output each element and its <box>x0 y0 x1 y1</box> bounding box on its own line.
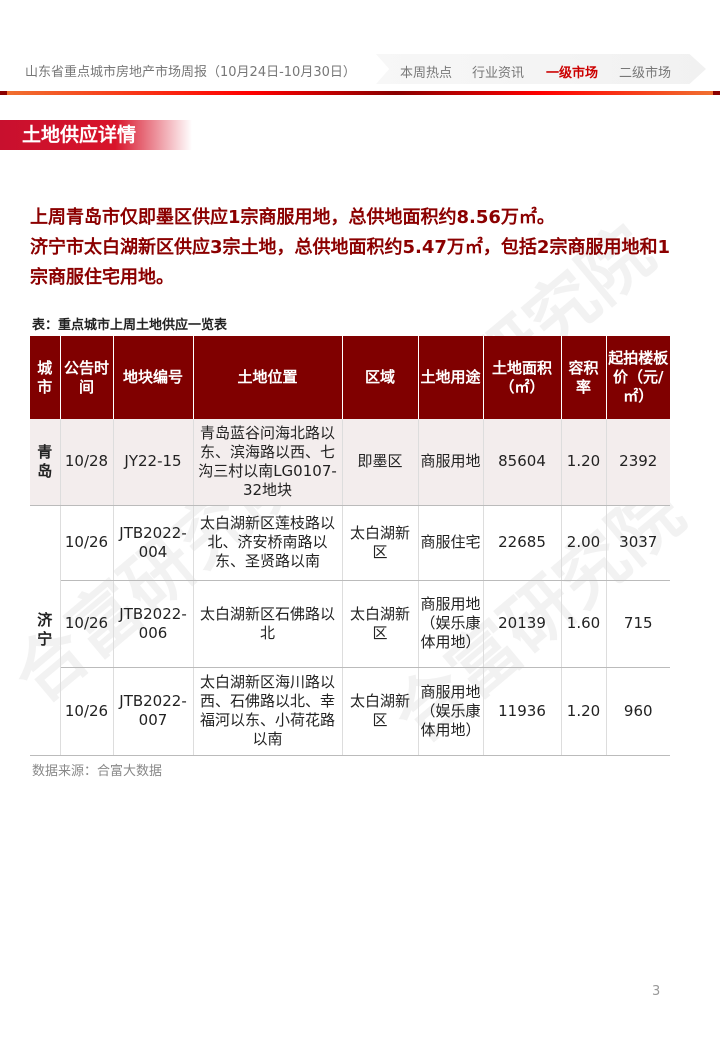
cell: JTB2022-006 <box>113 580 194 668</box>
cell: 85604 <box>483 419 562 506</box>
col-header: 容积率 <box>561 336 607 419</box>
col-header: 城市 <box>30 336 61 419</box>
cell: 2392 <box>606 419 670 506</box>
cell: 1.20 <box>561 667 607 756</box>
col-header: 地块编号 <box>113 336 194 419</box>
cell: 商服用地（娱乐康体用地） <box>418 667 484 756</box>
cell: 青岛蓝谷问海北路以东、滨海路以西、七沟三村以南LG0107-32地块 <box>193 419 343 506</box>
table-header-row: 城市 公告时间 地块编号 土地位置 区域 土地用途 土地面积（㎡） 容积率 起拍… <box>30 336 670 419</box>
cell: 太白湖新区 <box>342 505 419 581</box>
cell: 10/26 <box>60 580 114 668</box>
cell: 11936 <box>483 667 562 756</box>
cell: 太白湖新区 <box>342 580 419 668</box>
header-divider <box>0 91 720 95</box>
cell: JTB2022-004 <box>113 505 194 581</box>
cell: 太白湖新区石佛路以北 <box>193 580 343 668</box>
nav-item-hot[interactable]: 本周热点 <box>400 66 453 81</box>
cell: 太白湖新区莲枝路以北、济安桥南路以东、圣贤路以南 <box>193 505 343 581</box>
cell: 10/26 <box>60 667 114 756</box>
summary-line: 济宁市太白湖新区供应3宗土地，总供地面积约5.47万㎡，包括2宗商服用地和1宗商… <box>30 237 670 288</box>
cell: 商服用地（娱乐康体用地） <box>418 580 484 668</box>
cell: 商服用地 <box>418 419 484 506</box>
cell: 太白湖新区海川路以西、石佛路以北、幸福河以东、小荷花路以南 <box>193 667 343 756</box>
table-row: 济宁 10/26 JTB2022-004 太白湖新区莲枝路以北、济安桥南路以东、… <box>30 505 670 756</box>
city-cell: 济宁 <box>30 505 61 756</box>
cell: JTB2022-007 <box>113 667 194 756</box>
top-nav: 本周热点 行业资讯 一级市场 二级市场 <box>376 54 706 84</box>
table-row: 青岛 10/28 JY22-15 青岛蓝谷问海北路以东、滨海路以西、七沟三村以南… <box>30 419 670 506</box>
page-number: 3 <box>652 984 661 999</box>
cell: 2.00 <box>561 505 607 581</box>
col-header: 区域 <box>342 336 419 419</box>
cell: JY22-15 <box>113 419 194 506</box>
nav-item-news[interactable]: 行业资讯 <box>472 66 525 81</box>
col-header: 土地面积（㎡） <box>483 336 562 419</box>
table-caption: 表：重点城市上周土地供应一览表 <box>32 318 228 333</box>
cell: 3037 <box>606 505 670 581</box>
section-title: 土地供应详情 <box>0 120 192 150</box>
cell: 10/28 <box>60 419 114 506</box>
cell: 商服住宅 <box>418 505 484 581</box>
col-header: 土地用途 <box>418 336 484 419</box>
report-title: 山东省重点城市房地产市场周报（10月24日-10月30日） <box>25 65 356 80</box>
cell: 1.60 <box>561 580 607 668</box>
cell: 22685 <box>483 505 562 581</box>
col-header: 起拍楼板价（元/㎡） <box>606 336 670 419</box>
cell: 10/26 <box>60 505 114 581</box>
table-row: 10/26 JTB2022-006 太白湖新区石佛路以北 太白湖新区 商服用地（… <box>30 580 670 668</box>
cell: 20139 <box>483 580 562 668</box>
table-row: 10/26 JTB2022-007 太白湖新区海川路以西、石佛路以北、幸福河以东… <box>30 667 670 756</box>
nav-item-secondary-market[interactable]: 二级市场 <box>619 66 672 81</box>
cell: 1.20 <box>561 419 607 506</box>
nav-item-primary-market[interactable]: 一级市场 <box>546 66 599 81</box>
cell: 715 <box>606 580 670 668</box>
summary-line: 上周青岛市仅即墨区供应1宗商服用地，总供地面积约8.56万㎡。 <box>30 207 555 228</box>
cell: 960 <box>606 667 670 756</box>
col-header: 公告时间 <box>60 336 114 419</box>
col-header: 土地位置 <box>193 336 343 419</box>
city-cell: 青岛 <box>30 419 61 506</box>
land-supply-table: 城市 公告时间 地块编号 土地位置 区域 土地用途 土地面积（㎡） 容积率 起拍… <box>30 336 670 756</box>
cell: 太白湖新区 <box>342 667 419 756</box>
summary: 上周青岛市仅即墨区供应1宗商服用地，总供地面积约8.56万㎡。 济宁市太白湖新区… <box>30 203 680 293</box>
cell: 即墨区 <box>342 419 419 506</box>
data-source: 数据来源：合富大数据 <box>32 764 163 779</box>
